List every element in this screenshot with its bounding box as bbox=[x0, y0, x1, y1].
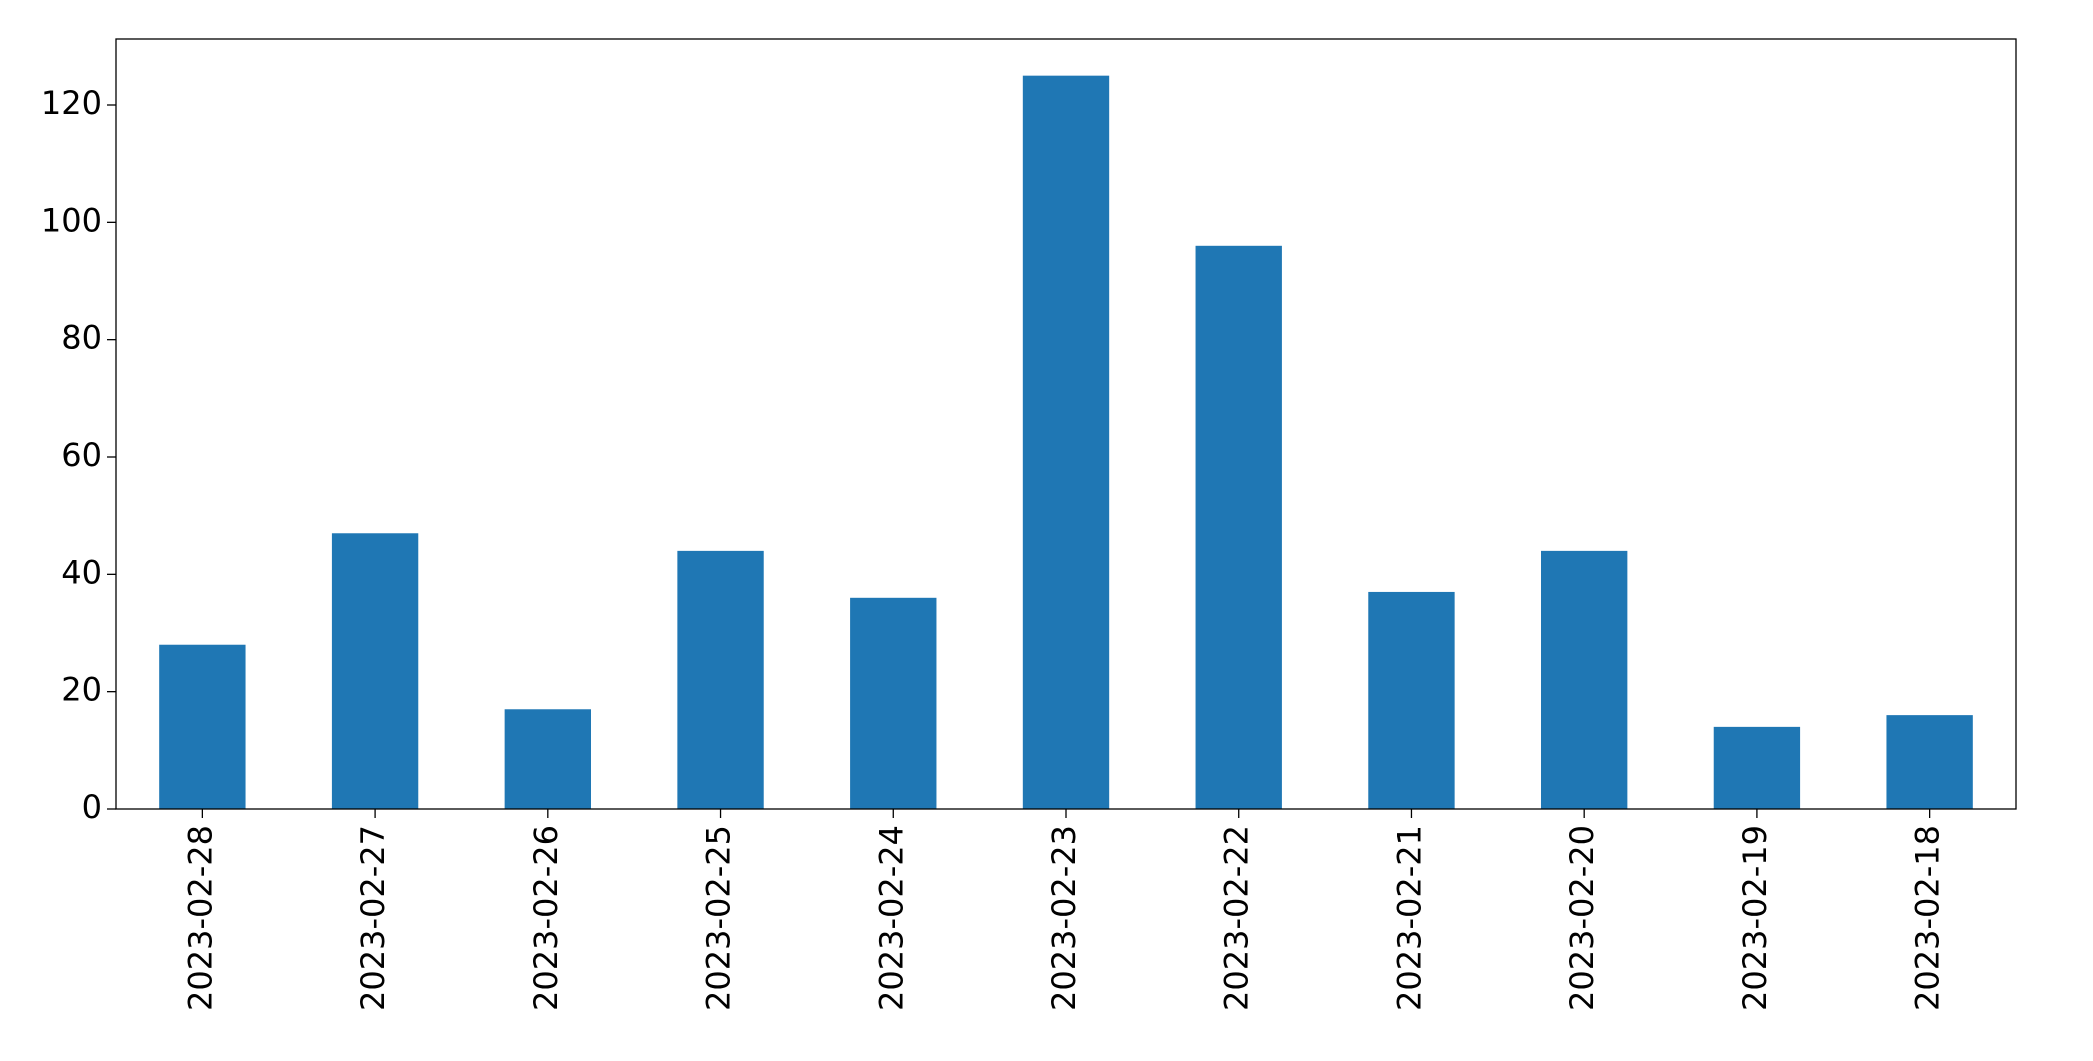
y-tick-label: 0 bbox=[82, 788, 102, 826]
bar bbox=[1368, 591, 1455, 809]
bar bbox=[504, 709, 591, 809]
bar bbox=[677, 550, 764, 809]
x-tick-label: 2023-02-18 bbox=[1909, 825, 1947, 1011]
x-tick-label: 2023-02-23 bbox=[1045, 825, 1083, 1011]
bar bbox=[159, 644, 246, 809]
plot-frame bbox=[115, 38, 2017, 810]
x-tick-label: 2023-02-22 bbox=[1218, 825, 1256, 1011]
y-tick-label: 80 bbox=[61, 319, 102, 357]
x-tick-label: 2023-02-26 bbox=[527, 825, 565, 1011]
y-tick-label: 120 bbox=[41, 84, 102, 122]
x-tick-label: 2023-02-20 bbox=[1563, 825, 1601, 1011]
bar bbox=[1541, 550, 1628, 809]
bar bbox=[1713, 726, 1801, 809]
x-tick-label: 2023-02-28 bbox=[181, 825, 219, 1011]
bar bbox=[1195, 245, 1282, 810]
bar bbox=[850, 597, 937, 809]
x-tick-label: 2023-02-21 bbox=[1390, 825, 1428, 1011]
y-tick-label: 20 bbox=[61, 671, 102, 709]
x-tick-label: 2023-02-25 bbox=[700, 825, 738, 1011]
bar bbox=[331, 533, 419, 809]
y-tick-label: 100 bbox=[41, 201, 102, 239]
x-tick-label: 2023-02-24 bbox=[872, 825, 910, 1011]
bar bbox=[1022, 75, 1110, 809]
y-tick-label: 60 bbox=[61, 436, 102, 474]
y-tick-label: 40 bbox=[61, 553, 102, 591]
bar bbox=[1886, 715, 1973, 809]
x-tick-label: 2023-02-27 bbox=[354, 825, 392, 1011]
x-tick-label: 2023-02-19 bbox=[1736, 825, 1774, 1011]
